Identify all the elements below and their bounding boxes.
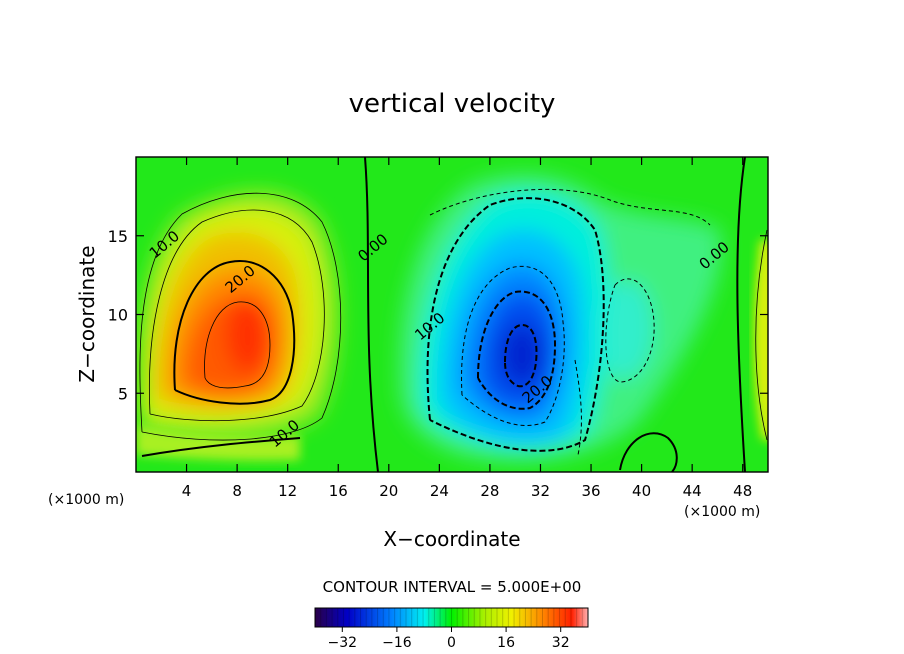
x-tick-label: 20 <box>379 482 398 500</box>
x-tick-label: 48 <box>733 482 752 500</box>
colorbar-tick-label: 16 <box>497 635 515 651</box>
right-edge-region <box>753 240 768 440</box>
x-axis-ticks: 4 8 12 16 20 24 28 32 36 40 44 48 <box>182 157 752 500</box>
colorbar-tick-label: 0 <box>447 635 456 651</box>
x-tick-label: 44 <box>683 482 702 500</box>
x-unit-right: (×1000 m) <box>684 504 760 520</box>
x-tick-label: 4 <box>182 482 192 500</box>
x-tick-label: 16 <box>329 482 348 500</box>
y-axis-ticks: 5 10 15 <box>108 227 768 403</box>
colorbar-stripes <box>320 608 583 627</box>
y-axis-label: Z−coordinate <box>75 245 99 382</box>
downdraft-region <box>399 174 722 462</box>
contour-lines <box>139 157 768 472</box>
lower-left-region <box>136 425 300 461</box>
x-tick-label: 8 <box>232 482 242 500</box>
x-tick-label: 36 <box>581 482 600 500</box>
colorbar-tick-label: −32 <box>328 635 358 651</box>
plot-area <box>136 157 768 472</box>
chart-title: vertical velocity <box>349 89 556 119</box>
x-unit-left: (×1000 m) <box>48 492 124 508</box>
contour-interval-text: CONTOUR INTERVAL = 5.000E+00 <box>323 578 582 596</box>
x-tick-label: 28 <box>480 482 499 500</box>
colorbar-tick-label: 32 <box>552 635 570 651</box>
x-tick-label: 24 <box>430 482 449 500</box>
y-tick-label: 15 <box>108 227 128 246</box>
colorbar-ticks: −32 −16 0 16 32 <box>328 627 570 651</box>
colorbar-tick-label: −16 <box>382 635 412 651</box>
x-axis-label: X−coordinate <box>383 527 520 551</box>
y-tick-label: 10 <box>108 306 128 325</box>
x-tick-label: 12 <box>278 482 297 500</box>
x-tick-label: 32 <box>531 482 550 500</box>
x-tick-label: 40 <box>632 482 651 500</box>
y-tick-label: 5 <box>118 384 128 403</box>
